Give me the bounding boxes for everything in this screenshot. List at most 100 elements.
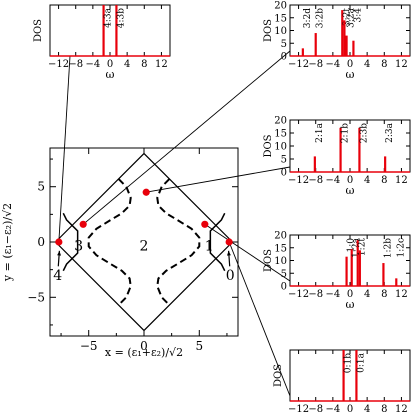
main-ylabel: y = (ε₁−ε₂)/√2 — [1, 203, 14, 282]
dos-xtick-label: −8 — [68, 59, 83, 70]
dos-peak-label: 2:1b — [341, 123, 351, 143]
region-point — [55, 238, 63, 246]
dos-ytick-label: 20 — [274, 1, 287, 12]
dos-peak-label: 2:1a — [315, 122, 325, 142]
dos-xtick-label: −12 — [288, 404, 309, 415]
dos-ylabel: DOS — [263, 249, 274, 272]
dos-ytick-label: 15 — [274, 13, 287, 24]
solid-boundary — [62, 212, 79, 272]
dos-peak-label: 1:2c — [396, 238, 406, 258]
dos-xtick-label: 12 — [395, 404, 408, 415]
dos-4: −12 −8 −4 0 4 8 12 ω DOS 4:3a 4:3b — [33, 4, 171, 81]
dos-peak-label: 3:2d — [303, 8, 313, 28]
dos-xlabel: ω — [346, 298, 355, 311]
main-xlabel: x = (ε₁+ε₂)/√2 — [105, 346, 183, 359]
dos-peak-label: 1:2t — [358, 238, 368, 256]
dos-ylabel: DOS — [273, 364, 284, 387]
dos-ylabel: DOS — [263, 19, 274, 42]
dos-ytick-label: 15 — [274, 129, 287, 140]
dos-xtick-label: −12 — [288, 59, 309, 70]
dos-ytick-label: 0 — [281, 168, 287, 179]
dos-xtick-label: −8 — [308, 289, 323, 300]
region-label: 3 — [74, 238, 83, 254]
dos-xlabel: ω — [346, 68, 355, 81]
region-label: 2 — [140, 238, 149, 254]
dos-xlabel: ω — [346, 184, 355, 197]
dos-xlabel: ω — [106, 68, 115, 81]
solid-boundary — [209, 212, 226, 272]
connector-line — [58, 55, 71, 243]
dos-xtick-label: −12 — [48, 59, 69, 70]
region-point — [79, 220, 87, 228]
dos-ytick-label: 5 — [281, 155, 287, 166]
dos-xtick-label: 4 — [364, 289, 370, 300]
dos-ytick-label: 20 — [274, 116, 287, 127]
dos-xtick-label: 4 — [124, 59, 130, 70]
dos-xtick-label: −4 — [325, 404, 340, 415]
connector-line — [228, 241, 291, 397]
dos-xtick-label: 8 — [381, 289, 387, 300]
region-arrow-head — [57, 250, 62, 256]
dos-frame — [289, 349, 411, 402]
dashed-boundary — [87, 178, 132, 306]
dos-xtick-label: −8 — [308, 175, 323, 186]
dos-xtick-label: 0 — [347, 59, 353, 70]
main-xtick-label: 0 — [140, 339, 148, 353]
region-label: 4 — [53, 268, 62, 284]
connector-line — [146, 166, 291, 193]
connector-lines — [58, 50, 291, 397]
main-ytick-label: 0 — [37, 235, 45, 249]
dos-xtick-label: 8 — [381, 175, 387, 186]
dos-xtick-label: −4 — [325, 175, 340, 186]
region-point — [201, 220, 209, 228]
dos-ylabel: DOS — [263, 134, 274, 157]
dos-peak-label: 1:2b — [383, 238, 393, 258]
dos-xtick-label: −8 — [308, 404, 323, 415]
dos-1: −12−8−40481205101520ωDOS1:01:2a1:2t1:2b1… — [263, 231, 411, 311]
main-xtick-label: 5 — [195, 339, 203, 353]
connector-line — [82, 50, 291, 225]
main-ytick-label: 5 — [37, 180, 45, 194]
dos-xtick-label: 8 — [381, 404, 387, 415]
dos-ytick-label: 0 — [281, 282, 287, 293]
connector-line — [204, 223, 291, 282]
dos-xtick-label: 12 — [155, 59, 168, 70]
main-ytick-label: −5 — [27, 290, 45, 304]
dos-xtick-label: 8 — [141, 59, 147, 70]
dos-ytick-label: 5 — [281, 39, 287, 50]
dos-frame — [49, 4, 171, 57]
dos-xtick-label: −4 — [325, 59, 340, 70]
dos-ytick-label: 5 — [281, 269, 287, 280]
dos-ytick-label: 10 — [274, 26, 287, 37]
dos-xtick-label: 0 — [347, 175, 353, 186]
dos-peak-label: 3:4 — [353, 8, 363, 23]
region-point — [142, 188, 150, 196]
dos-ytick-label: 20 — [274, 231, 287, 242]
dos-peak-label: 3:2t — [342, 8, 352, 26]
dos-0: −12−8−4 048 12 ω DOS 0:1b0:1a — [273, 349, 411, 416]
dos-xtick-label: −4 — [85, 59, 100, 70]
dos-frame — [289, 119, 411, 173]
dos-peak-label: 0:1a — [356, 352, 366, 372]
dos-peak-label: 2:3a — [385, 122, 395, 142]
dos-xtick-label: 0 — [347, 289, 353, 300]
dos-xtick-label: −4 — [325, 289, 340, 300]
region-point — [225, 238, 233, 246]
dos-xtick-label: 12 — [395, 59, 408, 70]
dos-peak-label: 4:3b — [116, 8, 126, 28]
dos-xtick-label: 8 — [381, 59, 387, 70]
dos-ytick-label: 15 — [274, 243, 287, 254]
dos-xtick-label: 12 — [395, 175, 408, 186]
region-label: 1 — [205, 238, 214, 254]
dos-peak-label: 1:0 — [347, 238, 357, 253]
dos-ytick-label: 10 — [274, 142, 287, 153]
dos-peak-label: 3:2a — [347, 7, 357, 27]
dos-xtick-label: −12 — [288, 175, 309, 186]
region-arrow-head — [226, 250, 231, 256]
dos-xtick-label: 0 — [347, 404, 353, 415]
dos-xtick-label: 4 — [364, 404, 370, 415]
dos-xtick-label: 4 — [364, 59, 370, 70]
